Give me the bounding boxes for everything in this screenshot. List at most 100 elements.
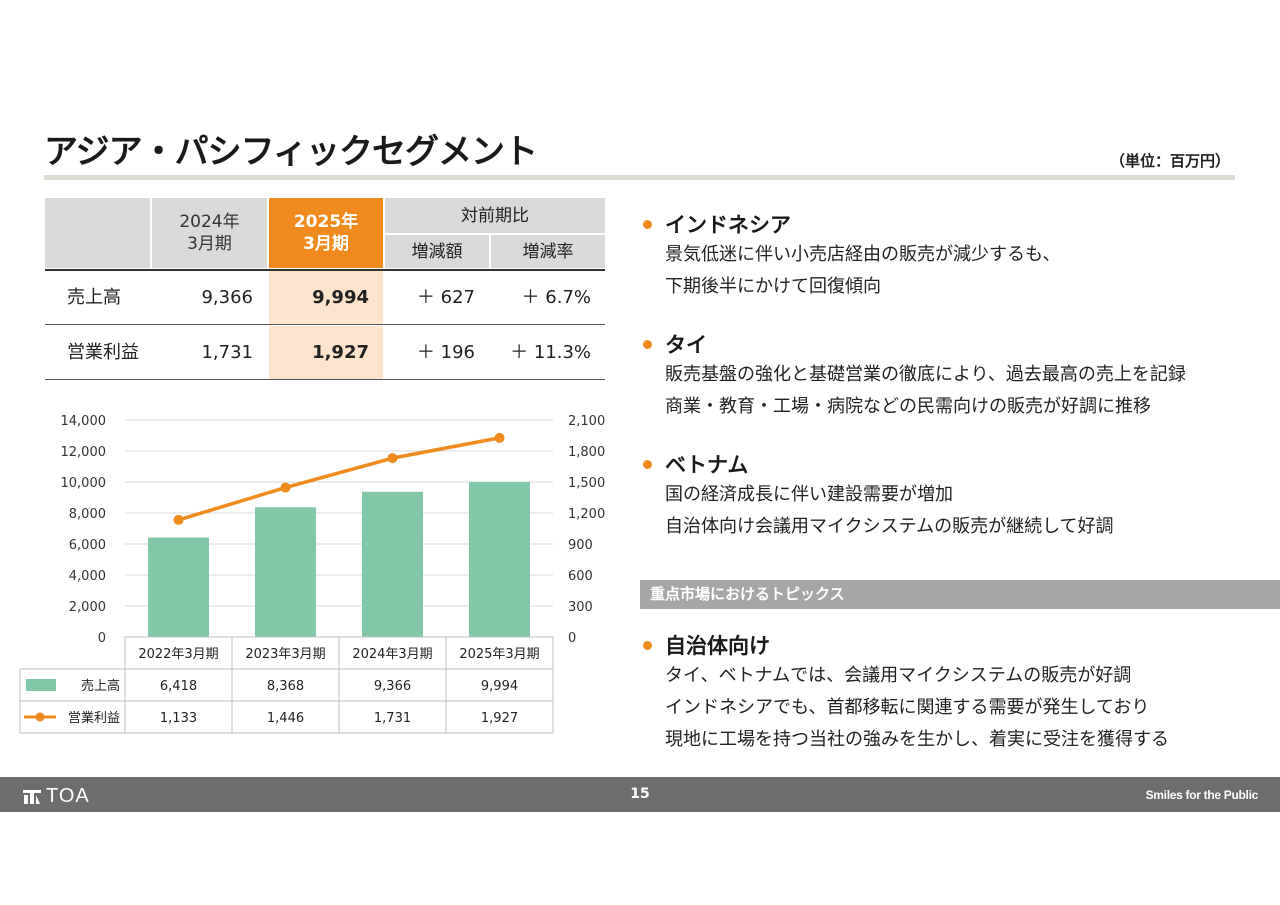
- header-fy2025-term: 3月期: [303, 234, 349, 254]
- toa-logo: TOA: [22, 785, 90, 808]
- left-tick-label: 10,000: [61, 476, 107, 491]
- income-line: [177, 436, 500, 522]
- sales-value-label: 6,418: [160, 679, 197, 694]
- chart-data-table: 2022年3月期 6,418 1,133 2023年3月期 8,368 1,446 2024…: [19, 636, 554, 734]
- table-rule: [45, 379, 605, 380]
- left-tick-label: 4,000: [69, 569, 106, 584]
- bullet-dot-icon: [643, 219, 652, 229]
- row-rate: ＋ 11.3%: [510, 342, 591, 363]
- bullet-heading: 自治体向け: [665, 634, 770, 658]
- income-value-label: 1,731: [374, 711, 411, 726]
- income-point-2023年3月期: [280, 482, 291, 493]
- income-point-2024年3月期: [387, 453, 398, 464]
- right-tick-label: 600: [568, 569, 593, 584]
- row-rate: ＋ 6.7%: [521, 287, 591, 308]
- income-value-label: 1,446: [267, 711, 304, 726]
- legend-label-sales: 売上高: [81, 678, 120, 694]
- right-tick-label: 0: [568, 631, 576, 646]
- topics-bar: 重点市場におけるトピックス: [640, 580, 1280, 609]
- bullet-line: インドネシアでも、首都移転に関連する需要が発生しており: [665, 697, 1150, 718]
- right-tick-label: 300: [568, 600, 593, 615]
- category-label: 2022年3月期: [138, 647, 218, 662]
- row-label: 営業利益: [67, 342, 139, 363]
- bullet-line: 国の経済成長に伴い建設需要が増加: [665, 484, 953, 505]
- left-tick-label: 6,000: [69, 538, 106, 553]
- row-value-2025: 9,994: [269, 271, 383, 325]
- right-tick-label: 1,800: [568, 445, 605, 460]
- header-rate: 増減率: [491, 235, 605, 268]
- header-blank-cell: [45, 198, 150, 268]
- operating-income-line: [173, 432, 505, 525]
- bullet-line: タイ、ベトナムでは、会議用マイクシステムの販売が好調: [665, 665, 1132, 686]
- header-fy2024: 2024年 3月期: [152, 198, 267, 268]
- table-row-operating-income: 営業利益 1,731 1,927 ＋ 196 ＋ 11.3%: [45, 326, 605, 380]
- right-axis-ticks: 0 300 600 900 1,200 1,500 1,800 2,100: [568, 414, 605, 646]
- bar-2023年3月期: [255, 507, 316, 637]
- table-row-sales: 売上高 9,366 9,994 ＋ 627 ＋ 6.7%: [45, 271, 605, 325]
- footer: TOA 15 Smiles for the Public: [0, 777, 1280, 812]
- left-tick-label: 0: [98, 631, 106, 646]
- header-fy2024-year: 2024年: [179, 212, 240, 232]
- row-value-2024: 1,731: [201, 342, 253, 363]
- right-tick-label: 1,200: [568, 507, 605, 522]
- page-title: アジア・パシフィックセグメント: [44, 132, 538, 172]
- row-diff: ＋ 196: [416, 342, 475, 363]
- left-axis-ticks: 0 2,000 4,000 6,000 8,000 10,000 12,000 14,000: [61, 414, 107, 646]
- sales-income-chart: 02,0004,0006,0008,00010,00012,00014,000 …: [19, 414, 605, 734]
- category-label: 2023年3月期: [245, 647, 325, 662]
- bar-2022年3月期: [148, 537, 209, 637]
- bar-2025年3月期: [469, 482, 530, 637]
- sales-value-label: 8,368: [267, 679, 304, 694]
- bullet-line: 下期後半にかけて回復傾向: [665, 276, 881, 297]
- bullet-vietnam: ベトナム 国の経済成長に伴い建設需要が増加 自治体向け会議用マイクシステムの販売…: [640, 449, 1114, 543]
- title-divider: [44, 175, 1235, 180]
- tagline: Smiles for the Public: [1145, 788, 1259, 802]
- header-yoy: 対前期比: [385, 198, 605, 233]
- toa-mark-icon: [23, 789, 41, 804]
- category-label: 2025年3月期: [459, 647, 539, 662]
- left-tick-label: 8,000: [69, 507, 106, 522]
- page-number: 15: [630, 786, 650, 802]
- bullet-line: 自治体向け会議用マイクシステムの販売が継続して好調: [665, 516, 1114, 537]
- bullet-line: 景気低迷に伴い小売店経由の販売が減少するも、: [665, 244, 1061, 265]
- income-value-label: 1,133: [160, 711, 197, 726]
- right-tick-label: 900: [568, 538, 593, 553]
- row-diff: ＋ 627: [416, 287, 475, 308]
- left-tick-label: 14,000: [61, 414, 107, 429]
- header-fy2024-term: 3月期: [187, 234, 232, 254]
- summary-header: 2024年 3月期 2025年 3月期 対前期比 増減額 増減率: [45, 198, 605, 270]
- right-tick-label: 1,500: [568, 476, 605, 491]
- legend-key-sales: [26, 679, 56, 691]
- table-rule: [45, 269, 605, 271]
- bullet-heading: インドネシア: [665, 213, 791, 237]
- left-tick-label: 2,000: [69, 600, 106, 615]
- right-tick-label: 2,100: [568, 414, 605, 429]
- bullet-dot-icon: [643, 459, 652, 469]
- income-point-2022年3月期: [173, 514, 184, 525]
- bullet-municipal: 自治体向け タイ、ベトナムでは、会議用マイクシステムの販売が好調 インドネシアで…: [640, 630, 1169, 756]
- bullet-line: 販売基盤の強化と基礎営業の徹底により、過去最高の売上を記録: [665, 364, 1186, 385]
- sales-value-label: 9,366: [374, 679, 411, 694]
- bullet-dot-icon: [643, 640, 652, 650]
- category-label: 2024年3月期: [352, 647, 432, 662]
- legend-label-income: 営業利益: [68, 710, 120, 726]
- bullet-line: 現地に工場を持つ当社の強みを生かし、着実に受注を獲得する: [665, 729, 1169, 750]
- row-value-2025: 1,927: [269, 326, 383, 380]
- sales-bars: [148, 482, 530, 637]
- income-value-label: 1,927: [481, 711, 518, 726]
- bullet-line: 商業・教育・工場・病院などの民需向けの販売が好調に推移: [665, 396, 1151, 417]
- summary-table: 2024年 3月期 2025年 3月期 対前期比 増減額 増減率 売上高 9,3…: [45, 198, 605, 380]
- legend-key-income-dot: [35, 712, 45, 722]
- header-diff: 増減額: [385, 235, 489, 268]
- bullet-indonesia: インドネシア 景気低迷に伴い小売店経由の販売が減少するも、 下期後半にかけて回復…: [640, 209, 1060, 303]
- bar-2024年3月期: [362, 491, 423, 637]
- income-point-2025年3月期: [494, 432, 505, 443]
- left-tick-label: 12,000: [61, 445, 107, 460]
- bullet-thailand: タイ 販売基盤の強化と基礎営業の徹底により、過去最高の売上を記録 商業・教育・工…: [640, 329, 1186, 423]
- row-label: 売上高: [67, 287, 121, 308]
- bullet-heading: タイ: [665, 333, 707, 357]
- unit-label: （単位：百万円）: [1109, 152, 1230, 170]
- table-rule: [45, 324, 605, 325]
- sales-value-label: 9,994: [481, 679, 518, 694]
- logo-text: TOA: [46, 785, 90, 807]
